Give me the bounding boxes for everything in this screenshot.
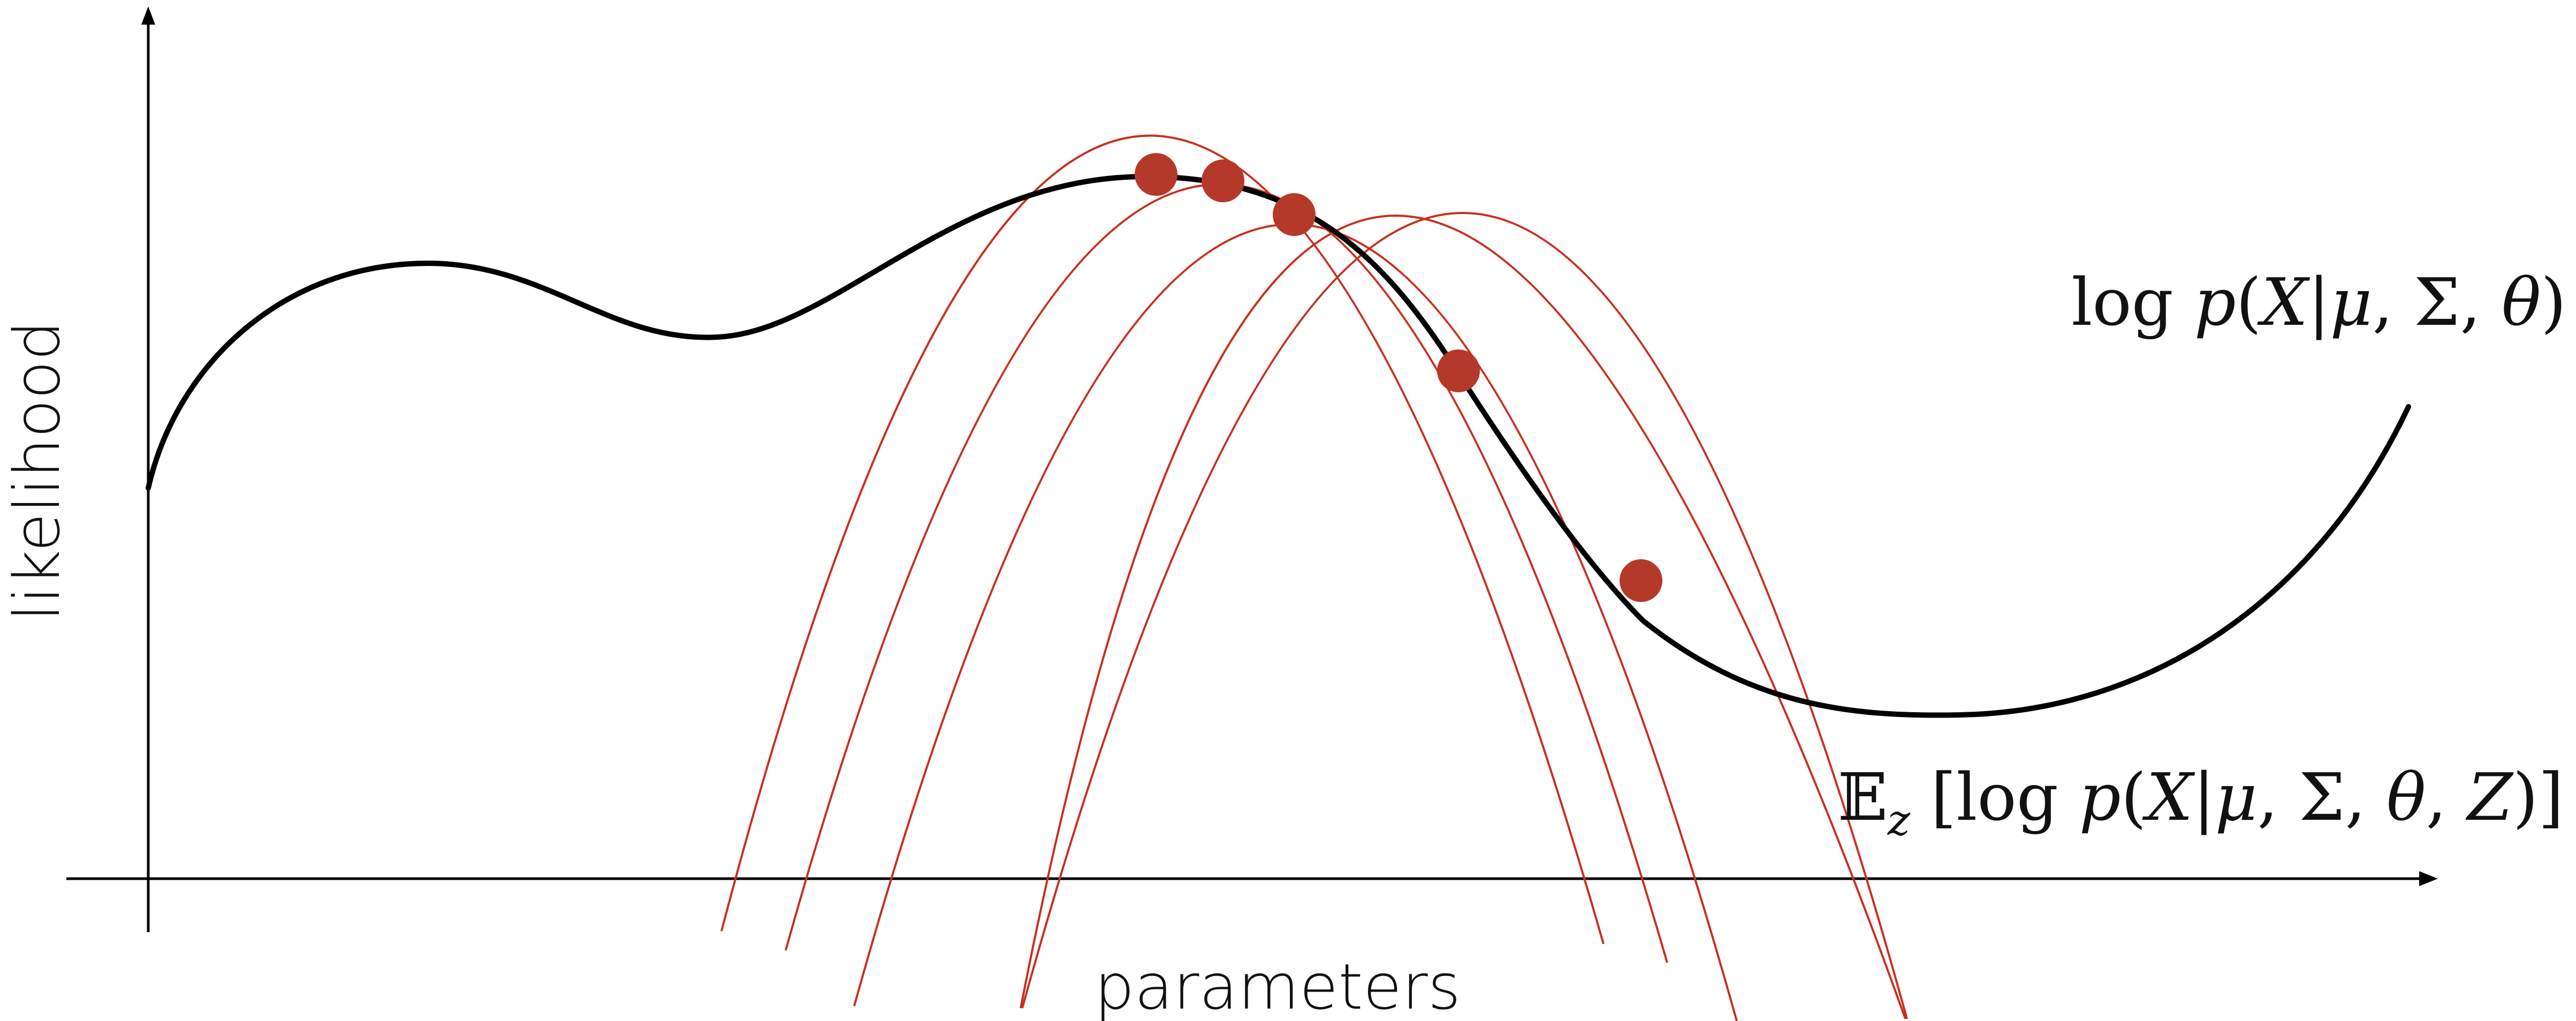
- log-likelihood-label-mu: μ: [2330, 264, 2372, 340]
- expectation-symbol: 𝔼: [1838, 759, 1888, 835]
- log-likelihood-label-bar: |: [2308, 264, 2330, 340]
- expected-complete-log-likelihood-label: 𝔼z [log p(X|μ, Σ, θ, Z)]: [1838, 759, 2564, 845]
- log-likelihood-label: log p(X|μ, Σ, θ): [2071, 264, 2566, 340]
- expectation-label-comma-2: ,: [2345, 759, 2387, 835]
- expectation-label-theta: θ: [2387, 759, 2426, 835]
- expectation-label-comma-1: ,: [2258, 759, 2299, 835]
- y-axis-label: likelihood: [0, 321, 74, 621]
- y-axis-arrowhead: [141, 6, 155, 25]
- em-iteration-point-1: [1620, 559, 1662, 602]
- log-likelihood-label-p: p: [2194, 264, 2236, 340]
- log-likelihood-label-log: log: [2071, 264, 2194, 340]
- log-likelihood-label-x: X: [2257, 264, 2310, 340]
- lower-bound-curves: [720, 134, 1908, 1021]
- x-axis-arrowhead: [2419, 871, 2438, 886]
- log-likelihood-label-theta: θ: [2502, 264, 2541, 340]
- lower-bound-curve-3: [853, 223, 1738, 1021]
- expectation-label-mu: μ: [2215, 759, 2257, 835]
- log-likelihood-label-comma-2: ,: [2460, 264, 2502, 340]
- expectation-subscript: z: [1887, 795, 1911, 845]
- expectation-label-bracket-open: [log: [1910, 759, 2079, 835]
- log-likelihood-label-open: (: [2236, 264, 2262, 340]
- expectation-label-bar: |: [2193, 759, 2215, 835]
- expectation-label-z: Z: [2465, 759, 2514, 835]
- em-iteration-point-4: [1202, 159, 1244, 202]
- expectation-label-p: p: [2079, 759, 2121, 835]
- em-iteration-points: [1135, 153, 1662, 602]
- lower-bound-curve-1: [720, 134, 1605, 944]
- expectation-label-open: (: [2121, 759, 2147, 835]
- expectation-label-close: )]: [2513, 759, 2564, 835]
- em-iteration-point-3: [1273, 193, 1316, 236]
- log-likelihood-label-sigma: Σ: [2414, 264, 2460, 340]
- x-axis-label: parameters: [1095, 950, 1461, 1021]
- expectation-label-comma-3: ,: [2426, 759, 2467, 835]
- lower-bound-curve-4: [1020, 215, 1906, 1019]
- log-likelihood-curve: [146, 174, 2411, 718]
- expectation-label-sigma: Σ: [2299, 759, 2345, 835]
- expectation-label-x: X: [2142, 759, 2195, 835]
- em-iteration-point-2: [1437, 349, 1480, 392]
- em-iteration-point-5: [1135, 153, 1177, 196]
- lower-bound-curve-5: [1021, 212, 1908, 1019]
- lower-bound-curve-2: [785, 183, 1668, 963]
- log-likelihood-label-comma-1: ,: [2373, 264, 2414, 340]
- log-likelihood-label-close: ): [2541, 264, 2566, 340]
